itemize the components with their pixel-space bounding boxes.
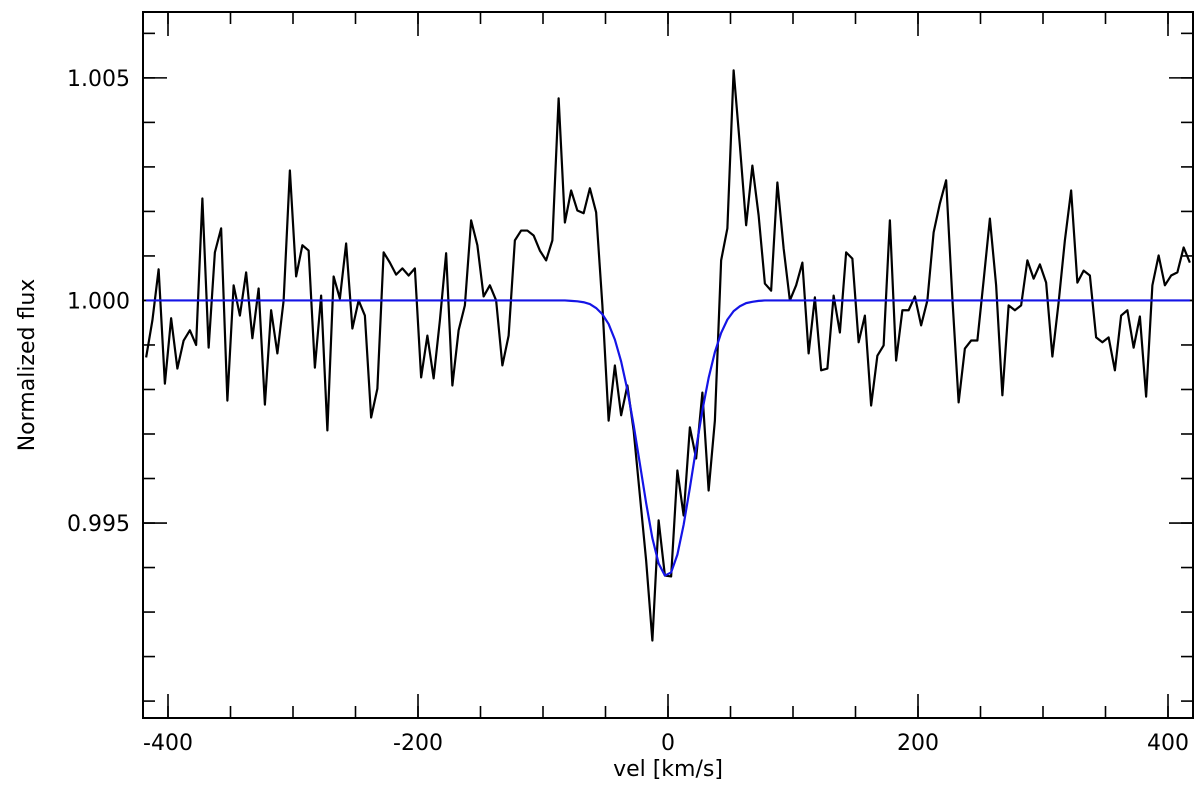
data-line	[146, 299, 1190, 577]
y-tick-label: 1.000	[67, 289, 130, 314]
x-tick-label: -400	[143, 731, 193, 756]
x-tick-label: 400	[1147, 731, 1189, 756]
plot-frame	[142, 11, 1194, 719]
x-tick-label: 0	[661, 731, 675, 756]
y-axis-label: Normalized flux	[15, 279, 40, 452]
y-tick-label: 1.005	[67, 67, 130, 92]
x-axis-label: vel [km/s]	[613, 757, 723, 782]
x-tick-label: -200	[393, 731, 443, 756]
x-tick-label: 200	[897, 731, 939, 756]
y-tick-label: 0.995	[67, 512, 130, 537]
data-line	[145, 69, 1191, 642]
